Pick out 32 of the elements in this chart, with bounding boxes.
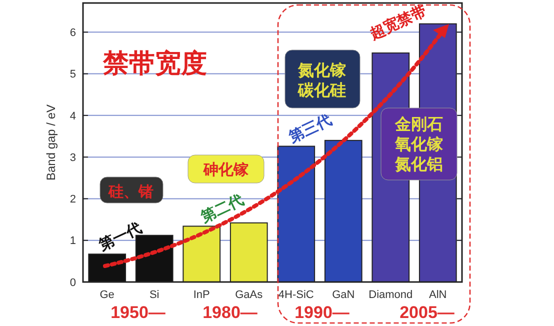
text: 1950— [110, 302, 166, 322]
annotation: 氮化镓 [297, 62, 347, 80]
annotation: 第三代 [285, 111, 334, 146]
x-tick-label: Si [149, 289, 160, 301]
annotation: 金刚石 [394, 116, 443, 134]
x-tick-label: GaAs [235, 289, 264, 301]
x-tick-label: AlN [429, 289, 447, 301]
text: 1980— [202, 302, 258, 322]
x-tick-label: Diamond [368, 289, 413, 301]
annotation: 氧化镓 [394, 136, 444, 154]
annotation: 第一代 [95, 219, 144, 254]
annotation: 氮化铝 [394, 156, 443, 174]
x-tick-label: GaN [332, 289, 355, 301]
annotation: 第二代 [197, 191, 246, 226]
annotation: 砷化镓 [202, 161, 250, 178]
text: 2005— [400, 302, 454, 322]
y-tick-label: 2 [70, 194, 76, 206]
x-tick-label: InP [193, 289, 210, 301]
y-tick-label: 1 [70, 235, 76, 248]
y-axis-title: Band gap / eV [44, 104, 58, 181]
y-tick-label: 5 [70, 68, 76, 81]
annotation: 禁带宽度 [102, 48, 207, 78]
y-tick-label: 4 [70, 110, 76, 122]
x-tick-label: 4H-SiC [278, 289, 314, 301]
annotation: 超宽禁带 [366, 1, 430, 44]
annotation: 碳化硅 [297, 82, 346, 100]
y-tick-label: 0 [70, 276, 76, 289]
x-tick-label: Ge [100, 289, 114, 301]
y-tick-label: 6 [70, 27, 76, 39]
annotation: 硅、锗 [108, 183, 154, 200]
text: 1990— [294, 302, 350, 322]
y-tick-label: 3 [70, 152, 76, 164]
